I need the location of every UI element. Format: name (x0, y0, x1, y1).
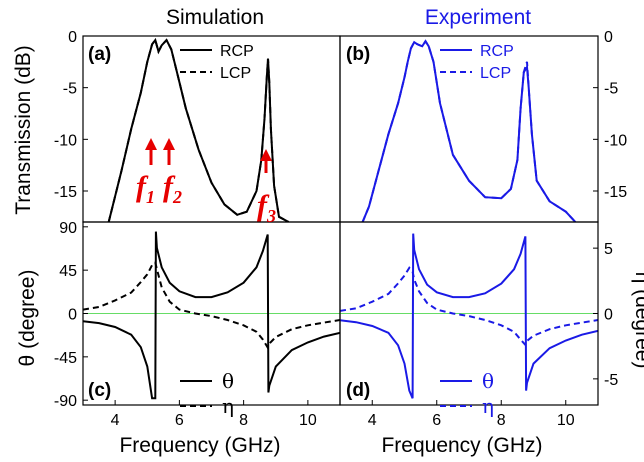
ytick-label: 0 (604, 307, 613, 324)
ytick-label: 90 (59, 220, 77, 237)
xtick-label: 8 (239, 412, 248, 429)
arrow-head (260, 149, 272, 161)
ytick-label: -5 (604, 81, 618, 98)
legend-label: θ (222, 369, 234, 393)
ytick-label: -90 (54, 393, 77, 410)
legend-label: η (222, 394, 234, 418)
panel-label: (c) (88, 380, 111, 401)
ytick-label: -10 (54, 132, 77, 149)
plot-frame (82, 35, 341, 223)
annotation-f3: f3 (257, 189, 276, 226)
ytick-label: -15 (604, 184, 627, 201)
annotation-f1: f1 (136, 170, 155, 207)
series-b-rcp (361, 39, 577, 222)
ytick-label: -5 (604, 372, 618, 389)
arrow-head (163, 138, 175, 150)
ytick-label: -10 (604, 132, 627, 149)
title-simulation: Simulation (166, 6, 264, 29)
xtick-label: 8 (497, 412, 506, 429)
annotation-f2: f2 (163, 170, 182, 207)
ytick-label: -5 (63, 81, 77, 98)
panel-d: 5 0 -5 4 6 8 10 (d) θη (339, 221, 618, 429)
panel-label: (d) (346, 380, 370, 401)
ytick-label: 0 (68, 29, 77, 46)
xlabel-left: Frequency (GHz) (119, 434, 280, 457)
series-d-theta (340, 233, 598, 399)
legend-label: RCP (220, 43, 254, 60)
legend-label: RCP (480, 43, 514, 60)
ytick-label: 0 (68, 307, 77, 324)
ylabel-transmission: Transmission (dB) (12, 45, 35, 215)
frequency-annotations: f1 f2 f3 (136, 138, 276, 226)
panel-c: 90 45 0 -45 -90 4 6 8 10 (c) θη (54, 220, 341, 429)
ylabel-theta: θ (degree) (16, 270, 39, 367)
xtick-label: 4 (111, 412, 120, 429)
panel-label: (b) (346, 44, 370, 65)
panel-a: 0 -5 -10 -15 (a) RCP LCP (54, 29, 341, 223)
series-b-lcp (361, 39, 577, 222)
ytick-label: 0 (604, 29, 613, 46)
xtick-label: 6 (175, 412, 184, 429)
ylabel-eta: η (degree) (631, 272, 644, 369)
legend-label: η (482, 394, 494, 418)
xtick-label: 6 (432, 412, 441, 429)
ytick-label: -15 (54, 184, 77, 201)
ytick-label: 45 (59, 263, 77, 280)
arrow-head (145, 138, 157, 150)
xtick-label: 10 (557, 412, 575, 429)
panel-label: (a) (88, 44, 111, 65)
series-a-lcp (107, 37, 290, 222)
legend-label: LCP (480, 65, 511, 82)
plot-frame (339, 35, 599, 223)
series-c-theta (83, 231, 340, 400)
xtick-label: 4 (368, 412, 377, 429)
series-d-eta (340, 266, 598, 347)
ytick-label: -45 (54, 350, 77, 367)
title-experiment: Experiment (425, 6, 531, 29)
legend-label: LCP (220, 65, 251, 82)
series-c-eta (83, 260, 340, 350)
xlabel-right: Frequency (GHz) (381, 434, 542, 457)
ytick-label: 5 (604, 241, 613, 258)
legend-label: θ (482, 369, 494, 393)
xtick-label: 10 (299, 412, 317, 429)
panel-b: 0 -5 -10 -15 (b) RCP LCP (339, 29, 627, 223)
